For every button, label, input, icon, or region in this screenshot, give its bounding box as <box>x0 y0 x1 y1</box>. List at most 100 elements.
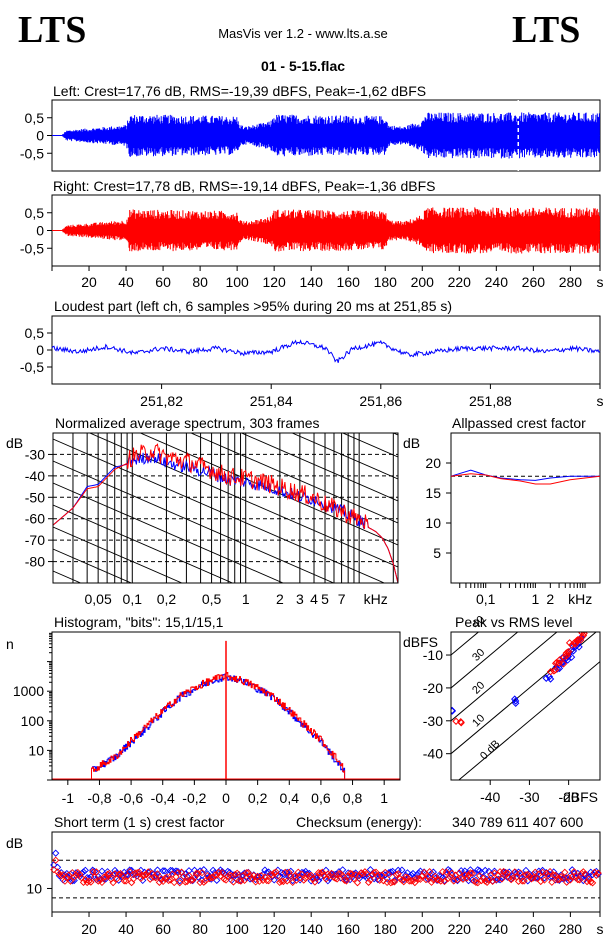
short-term-crest-point-right <box>426 868 434 876</box>
short-term-crest-point-right <box>435 876 443 884</box>
short-term-crest-point-right <box>140 871 149 879</box>
short-term-crest-point-right <box>333 875 341 883</box>
short-term-crest-point-right <box>81 875 89 884</box>
short-term-crest-point-right <box>340 876 349 884</box>
avg-spectrum-grid <box>53 433 398 583</box>
short-term-crest-xtick: 240 <box>485 921 509 937</box>
short-term-crest-point-right <box>227 872 236 880</box>
left-waveform-ytick: 0,5 <box>25 110 45 126</box>
short-term-crest-point-right <box>518 877 526 885</box>
short-term-crest-point-right <box>139 871 147 880</box>
short-term-crest-point-right <box>153 870 162 878</box>
loudest-part-xtick: 251,82 <box>140 393 183 409</box>
peak-vs-rms-crest-label: 30 <box>470 647 487 664</box>
short-term-crest-point-right <box>561 868 569 876</box>
short-term-crest-point-right <box>407 877 415 885</box>
right-waveform-xtick: s <box>597 274 604 290</box>
short-term-crest-point-right <box>320 871 328 880</box>
allpassed-crest-xtick: 0,1 <box>476 591 496 607</box>
short-term-crest-point-right <box>401 873 410 881</box>
avg-spectrum-slope-line <box>291 433 398 480</box>
short-term-crest-point-right <box>300 876 308 884</box>
avg-spectrum-series-right <box>53 443 398 583</box>
short-term-crest-point-right <box>509 874 517 882</box>
short-term-crest-point-right <box>248 874 256 883</box>
right-waveform-xtick: 220 <box>448 274 472 290</box>
peak-vs-rms-point-left <box>511 695 519 703</box>
short-term-crest-ylabel: dB <box>6 835 23 851</box>
avg-spectrum-xtick: 0,2 <box>157 591 177 607</box>
short-term-crest-point-right <box>183 877 191 886</box>
right-waveform-xtick: 180 <box>374 274 398 290</box>
short-term-crest-point-right <box>342 877 351 885</box>
peak-vs-rms-point-right <box>452 717 460 725</box>
short-term-crest-point-right <box>242 869 251 877</box>
right-waveform-xtick: 20 <box>81 274 97 290</box>
peak-vs-rms-point-right <box>563 648 572 656</box>
short-term-crest-point-right <box>200 878 208 886</box>
short-term-crest-point-right <box>231 870 239 879</box>
short-term-crest-point-right <box>448 869 456 877</box>
short-term-crest-point-right <box>192 869 201 878</box>
avg-spectrum-slope-line <box>53 482 285 583</box>
avg-spectrum-ytick: -60 <box>25 511 45 527</box>
short-term-crest-point-right <box>170 878 178 887</box>
peak-vs-rms-crest-label: 20 <box>470 679 487 696</box>
peak-vs-rms-point-right <box>575 635 583 644</box>
right-waveform-xtick: 280 <box>559 274 583 290</box>
short-term-crest-point-right <box>261 873 269 881</box>
avg-spectrum-ytick: -30 <box>25 446 45 462</box>
peak-vs-rms-ylabel: dBFS <box>403 634 438 650</box>
avg-spectrum-xtick: 7 <box>338 591 346 607</box>
short-term-crest-point-right <box>390 878 399 886</box>
short-term-crest-xtick: 260 <box>522 921 546 937</box>
short-term-crest-point-right <box>511 868 519 876</box>
avg-spectrum-slope-line <box>189 433 398 524</box>
short-term-crest-point-left <box>485 867 493 876</box>
short-term-crest-point-right <box>527 875 536 883</box>
short-term-crest-point-right <box>94 877 102 885</box>
avg-spectrum-xtick: 4 <box>310 591 318 607</box>
short-term-crest-point-right <box>466 869 475 877</box>
short-term-crest-point-left <box>77 869 86 878</box>
histogram-ytick: 10 <box>28 742 44 758</box>
short-term-crest-point-right <box>514 877 523 886</box>
short-term-crest-point-right <box>176 879 184 887</box>
short-term-crest-point-right <box>546 867 554 876</box>
short-term-crest-point-right <box>420 868 428 877</box>
allpassed-crest-series-left <box>450 469 600 481</box>
right-waveform-xtick: 100 <box>225 274 249 290</box>
short-term-crest-point-right <box>568 873 576 881</box>
loudest-part-line <box>51 339 601 363</box>
short-term-crest-point-right <box>168 870 176 878</box>
loudest-part-frame <box>51 315 601 385</box>
short-term-crest-point-right <box>476 872 484 880</box>
short-term-crest-point-right <box>392 871 400 879</box>
short-term-crest-point-right <box>433 875 441 884</box>
short-term-crest-point-right <box>70 873 78 881</box>
short-term-crest-point-right <box>133 869 141 877</box>
short-term-crest-point-left <box>507 875 515 883</box>
short-term-crest-point-right <box>385 871 393 879</box>
peak-vs-rms-crest-line <box>451 632 597 755</box>
right-waveform-ytick: 0,5 <box>25 205 45 221</box>
short-term-crest-point-right <box>588 879 597 887</box>
avg-spectrum-ylabel: dB <box>6 435 23 451</box>
left-waveform-title: Left: Crest=17,76 dB, RMS=-19,39 dBFS, P… <box>53 83 426 99</box>
short-term-crest-point-right <box>92 868 101 876</box>
short-term-crest-point-right <box>442 868 450 876</box>
short-term-crest-point-left <box>283 868 291 877</box>
short-term-crest-point-left <box>466 866 475 874</box>
peak-vs-rms-crest-label: 10 <box>470 712 487 729</box>
short-term-crest-point-right <box>431 872 439 881</box>
short-term-crest-point-right <box>468 869 476 877</box>
short-term-crest-point-left <box>398 866 406 874</box>
peak-vs-rms-point-right <box>551 659 560 668</box>
peak-vs-rms-xlabel: dBFS <box>563 789 598 805</box>
short-term-crest-point-right <box>503 869 512 877</box>
histogram-xtick: -0,8 <box>87 790 111 806</box>
avg-spectrum-slope-line <box>53 504 234 583</box>
short-term-crest-point-right <box>550 871 558 879</box>
short-term-crest-point-left <box>287 867 295 875</box>
